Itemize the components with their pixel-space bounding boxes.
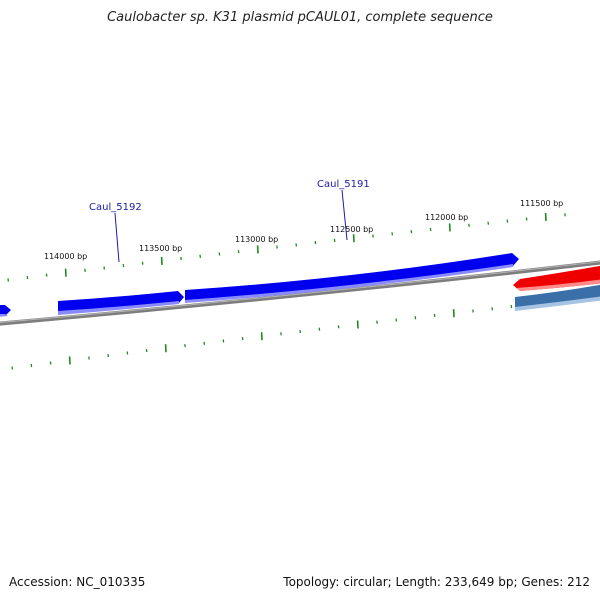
accession-text: Accession: NC_010335 (9, 575, 146, 589)
plasmid-backbone-highlight (0, 261, 600, 324)
scale-label-111500: 111500 bp (520, 199, 563, 208)
gene-arrow-steel-blue[interactable] (515, 284, 600, 311)
scale-label-114000: 114000 bp (44, 252, 87, 261)
gene-leader-caul-5192 (114, 212, 120, 263)
outer-scale-ticks (7, 212, 566, 282)
gene-label-caul-5191[interactable]: Caul_5191 (317, 179, 370, 190)
scale-label-112000: 112000 bp (425, 213, 468, 222)
sequence-summary: Topology: circular; Length: 233,649 bp; … (283, 575, 590, 589)
gene-arrow-red[interactable] (513, 265, 600, 291)
map-title: Caulobacter sp. K31 plasmid pCAUL01, com… (107, 10, 493, 25)
gene-leader-caul-5191 (341, 189, 348, 241)
gene-arrow-caul-5192[interactable] (58, 291, 184, 315)
gene-arrow-caul-5191[interactable] (185, 253, 519, 303)
scale-label-112500: 112500 bp (330, 225, 373, 234)
scale-label-113000: 113000 bp (235, 235, 278, 244)
inner-scale-ticks (11, 296, 590, 370)
gene-label-caul-5192[interactable]: Caul_5192 (89, 202, 142, 213)
gene-arrow-left-fragment[interactable] (0, 305, 11, 317)
plasmid-backbone (0, 260, 600, 326)
scale-label-113500: 113500 bp (139, 244, 182, 253)
